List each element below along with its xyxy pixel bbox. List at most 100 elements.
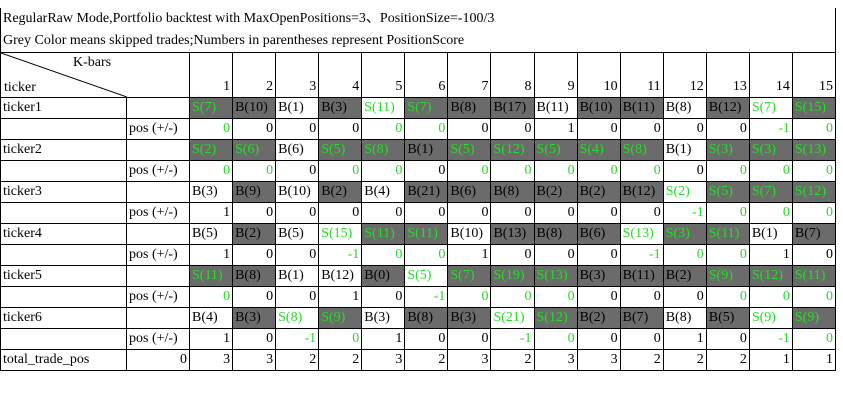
total-value: 1	[748, 349, 793, 371]
pos-value: 0	[490, 202, 535, 224]
ticker-name: ticker5	[0, 265, 127, 287]
pos-value: 0	[232, 244, 277, 266]
total-value: 3	[576, 349, 621, 371]
ticker-name: ticker1	[0, 97, 127, 119]
blank-cell	[126, 181, 190, 203]
trade-cell: B(0)	[361, 265, 406, 287]
trade-cell: B(11)	[619, 265, 664, 287]
pos-value: 0	[791, 286, 837, 308]
total-value: 3	[533, 349, 578, 371]
pos-value: 0	[705, 160, 750, 182]
pos-value: 0	[576, 160, 621, 182]
pos-value: 0	[533, 244, 578, 266]
trade-cell: B(8)	[404, 307, 449, 329]
total-value: 2	[404, 349, 449, 371]
corner-cell: K-bars ticker	[0, 52, 190, 98]
trade-cell: B(11)	[533, 97, 578, 119]
pos-value: 0	[791, 244, 837, 266]
blank-cell	[0, 118, 127, 140]
column-number: 2	[232, 52, 277, 98]
pos-value: 0	[318, 328, 363, 350]
pos-value: 0	[791, 160, 837, 182]
pos-value: 1	[447, 244, 492, 266]
column-number: 15	[791, 52, 837, 98]
trade-cell: B(5)	[275, 223, 320, 245]
total-start: 0	[126, 349, 190, 371]
backtest-table: RegularRaw Mode,Portfolio backtest with …	[0, 8, 837, 371]
trade-cell: B(12)	[619, 181, 664, 203]
pos-value: 0	[188, 286, 234, 308]
trade-cell: S(8)	[619, 139, 664, 161]
trade-cell: S(7)	[748, 181, 793, 203]
title-line: Grey Color means skipped trades;Numbers …	[0, 30, 836, 53]
pos-value: 0	[275, 286, 320, 308]
trade-cell: S(2)	[188, 139, 234, 161]
pos-value: 0	[361, 160, 406, 182]
trade-cell: B(8)	[490, 181, 535, 203]
trade-cell: B(3)	[188, 181, 234, 203]
trade-cell: B(5)	[188, 223, 234, 245]
pos-value: 1	[662, 328, 707, 350]
pos-value: 0	[705, 244, 750, 266]
trade-cell: B(1)	[404, 139, 449, 161]
blank-cell	[0, 328, 127, 350]
pos-value: 0	[232, 202, 277, 224]
trade-cell: S(11)	[361, 223, 406, 245]
trade-cell: S(7)	[748, 97, 793, 119]
trade-cell: S(3)	[705, 139, 750, 161]
trade-cell: B(1)	[275, 97, 320, 119]
trade-cell: B(10)	[576, 97, 621, 119]
pos-value: 0	[447, 160, 492, 182]
pos-label: pos (+/-)	[126, 328, 190, 350]
total-value: 3	[188, 349, 234, 371]
pos-value: 0	[748, 160, 793, 182]
trade-cell: S(4)	[576, 139, 621, 161]
pos-value: 0	[619, 286, 664, 308]
column-number: 9	[533, 52, 578, 98]
pos-value: 0	[533, 328, 578, 350]
pos-value: -1	[275, 328, 320, 350]
corner-bottom: ticker	[4, 80, 36, 95]
pos-value: 0	[490, 118, 535, 140]
trade-cell: S(15)	[791, 97, 837, 119]
pos-value: 0	[490, 160, 535, 182]
total-value: 2	[490, 349, 535, 371]
column-number: 10	[576, 52, 621, 98]
ticker-name: ticker6	[0, 307, 127, 329]
pos-value: 0	[404, 244, 449, 266]
column-number: 14	[748, 52, 793, 98]
blank-cell	[126, 307, 190, 329]
trade-cell: S(5)	[447, 139, 492, 161]
trade-cell: B(2)	[318, 181, 363, 203]
total-value: 3	[361, 349, 406, 371]
pos-value: 0	[490, 286, 535, 308]
total-value: 2	[318, 349, 363, 371]
pos-value: 0	[490, 244, 535, 266]
pos-value: 0	[705, 328, 750, 350]
pos-value: 0	[576, 118, 621, 140]
pos-value: 0	[275, 160, 320, 182]
pos-label: pos (+/-)	[126, 160, 190, 182]
pos-value: 1	[318, 286, 363, 308]
ticker-name: ticker2	[0, 139, 127, 161]
trade-cell: S(9)	[318, 307, 363, 329]
pos-value: 0	[361, 286, 406, 308]
trade-cell: S(7)	[404, 97, 449, 119]
pos-value: 0	[447, 286, 492, 308]
trade-cell: B(2)	[576, 181, 621, 203]
blank-cell	[0, 202, 127, 224]
column-number: 1	[188, 52, 234, 98]
trade-cell: S(12)	[490, 139, 535, 161]
trade-cell: B(10)	[232, 97, 277, 119]
trade-cell: S(9)	[791, 307, 837, 329]
pos-value: 1	[188, 328, 234, 350]
trade-cell: B(6)	[576, 223, 621, 245]
trade-cell: S(6)	[232, 139, 277, 161]
blank-cell	[126, 265, 190, 287]
trade-cell: B(17)	[490, 97, 535, 119]
trade-cell: B(8)	[232, 265, 277, 287]
trade-cell: B(2)	[232, 223, 277, 245]
pos-value: 0	[748, 202, 793, 224]
pos-value: 0	[619, 328, 664, 350]
pos-value: -1	[748, 328, 793, 350]
